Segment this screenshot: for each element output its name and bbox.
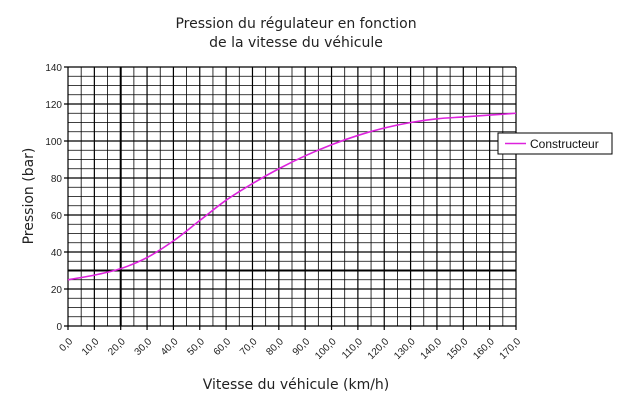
chart-title-line-2: de la vitesse du véhicule	[209, 35, 383, 51]
legend-box	[497, 132, 613, 155]
chart-title: Pression du régulateur en fonction de la…	[175, 16, 416, 51]
x-tick-label: 10,0	[80, 336, 102, 358]
plot-area: 0 20 40 60 80 100 120 140 0,0 10,0 20,0 30,0 40,0 50,…	[45, 63, 523, 362]
legend: Constructeur	[497, 132, 613, 155]
x-tick-label: 0,0	[58, 336, 76, 354]
x-tick-label: 30,0	[133, 336, 155, 358]
x-tick-label: 150,0	[445, 336, 471, 362]
x-tick-label: 140,0	[419, 336, 445, 362]
x-tick-label: 50,0	[185, 336, 207, 358]
y-tick-label: 100	[45, 137, 62, 148]
x-tick-label: 60,0	[212, 336, 234, 358]
x-tick-label: 130,0	[392, 336, 418, 362]
x-tick-label: 40,0	[159, 336, 181, 358]
x-tick-label: 110,0	[340, 336, 365, 361]
y-tick-label: 0	[56, 322, 62, 333]
y-tick-label: 60	[51, 211, 63, 222]
y-tick-label: 20	[51, 285, 63, 296]
x-tick-label: 100,0	[313, 336, 339, 362]
x-tick-label: 20,0	[106, 336, 128, 358]
legend-label: Constructeur	[530, 137, 599, 151]
x-tick-label: 170,0	[498, 336, 524, 362]
x-tick-label: 70,0	[238, 336, 260, 358]
y-tick-label: 80	[51, 174, 63, 185]
x-tick-label: 120,0	[366, 336, 392, 362]
y-tick-label: 140	[45, 63, 62, 74]
x-tick-label: 90,0	[291, 336, 313, 358]
x-axis-title: Vitesse du véhicule (km/h)	[203, 377, 390, 393]
y-tick-label: 40	[51, 248, 63, 259]
y-axis-title: Pression (bar)	[21, 148, 37, 245]
x-tick-label: 80,0	[264, 336, 286, 358]
series-line-constructeur	[67, 112, 517, 281]
x-tick-label: 160,0	[471, 336, 497, 362]
y-tick-label: 120	[45, 100, 62, 111]
chart-title-line-1: Pression du régulateur en fonction	[175, 16, 416, 32]
